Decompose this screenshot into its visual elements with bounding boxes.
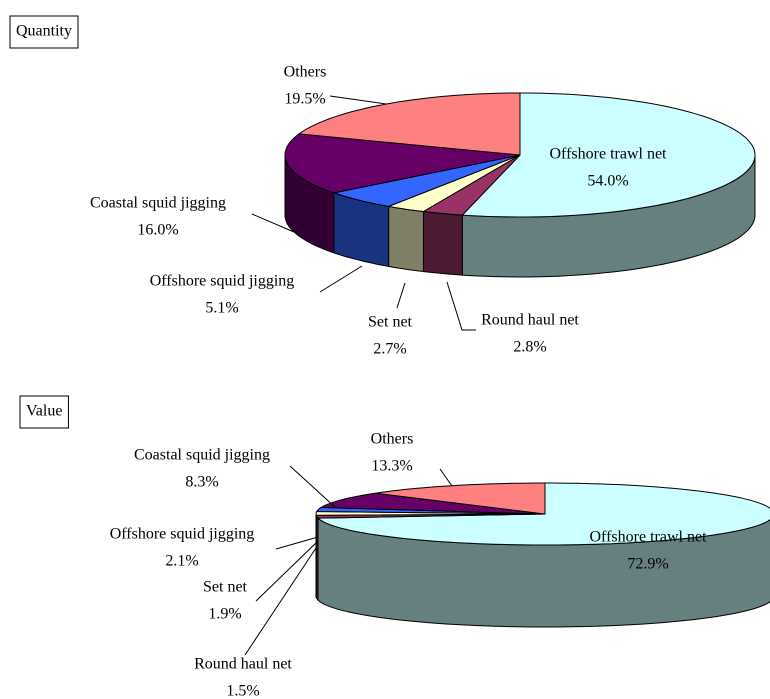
- slice-value-label: 8.3%: [185, 474, 218, 491]
- slice: [386, 154, 521, 213]
- slice-label: Coastal squid jigging: [90, 195, 226, 212]
- slice-label: Offshore squid jigging: [150, 273, 295, 290]
- slice: [332, 154, 521, 207]
- leader-line: [251, 213, 295, 233]
- slice-value-label: 1.9%: [208, 606, 241, 623]
- slice-value-label: 5.1%: [205, 300, 238, 317]
- leader-line: [275, 536, 319, 550]
- slice: [319, 492, 546, 515]
- leader-line: [319, 265, 363, 293]
- slice: [316, 482, 770, 546]
- slice: [284, 133, 521, 194]
- slice-label: Set net: [368, 314, 413, 331]
- slice-label: Offshore squid jigging: [110, 526, 255, 543]
- slice-value-label: 1.5%: [226, 683, 259, 699]
- leader-line: [329, 95, 387, 105]
- slice-value-label: 19.5%: [284, 91, 325, 108]
- slice-value-label: 13.3%: [371, 458, 412, 475]
- slice: [421, 154, 521, 216]
- slice-value-label: 2.1%: [165, 553, 198, 570]
- leader-line: [255, 540, 319, 602]
- slice-value-label: 2.8%: [513, 339, 546, 356]
- slice-label: Round haul net: [481, 312, 579, 329]
- slice: [461, 92, 756, 218]
- slice-label: Others: [371, 431, 414, 448]
- title-box: [19, 395, 69, 429]
- slice-label: Set net: [203, 579, 248, 596]
- leader-line: [396, 282, 406, 309]
- slice-label: Others: [284, 64, 327, 81]
- slice-label: Offshore trawl net: [550, 146, 668, 163]
- slice-label: Round haul net: [194, 656, 292, 673]
- leader-line: [289, 465, 337, 509]
- slice-side: [388, 205, 424, 273]
- slice-value-label: 54.0%: [587, 173, 628, 190]
- leader-line: [446, 281, 476, 331]
- title-box: [9, 15, 79, 49]
- slice-value-label: 2.7%: [373, 341, 406, 358]
- chart-title: Value: [26, 403, 62, 420]
- slice-value-label: 72.9%: [627, 556, 668, 573]
- slice-label: Offshore trawl net: [590, 529, 708, 546]
- slice-label: Coastal squid jigging: [134, 447, 270, 464]
- slice-side: [422, 210, 463, 276]
- leader-line: [439, 468, 453, 487]
- slice-value-label: 16.0%: [137, 222, 178, 239]
- chart-title: Quantity: [16, 23, 72, 40]
- leader-line: [244, 544, 319, 656]
